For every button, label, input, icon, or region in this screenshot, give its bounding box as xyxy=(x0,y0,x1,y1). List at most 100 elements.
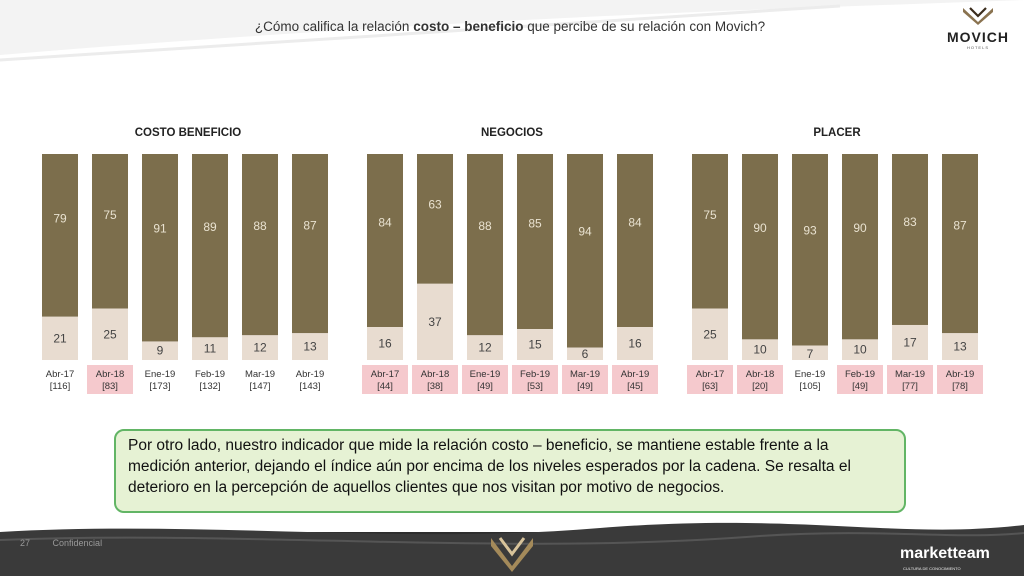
base-label: [38] xyxy=(427,381,443,392)
category-label: Abr-19 xyxy=(946,369,975,380)
bar-segment-low xyxy=(842,339,878,360)
category-highlight xyxy=(412,365,458,394)
base-label: [49] xyxy=(577,381,593,392)
category-highlight xyxy=(687,365,733,394)
category-highlight xyxy=(512,365,558,394)
category-label: Abr-18 xyxy=(421,369,450,380)
data-label-high: 94 xyxy=(578,224,592,238)
movich-logo: MOVICH HOTELS xyxy=(940,6,1016,50)
category-label: Abr-17 xyxy=(46,369,75,380)
bar-segment-low xyxy=(142,341,178,360)
category-highlight xyxy=(87,365,133,394)
base-label: [78] xyxy=(952,381,968,392)
data-label-high: 87 xyxy=(303,218,317,232)
category-label: Ene-19 xyxy=(795,369,826,380)
bar-segment-high xyxy=(792,154,828,346)
base-label: [83] xyxy=(102,381,118,392)
bar-segment-high xyxy=(467,154,503,336)
confidential-label: Confidencial xyxy=(52,538,103,548)
data-label-high: 84 xyxy=(628,216,642,230)
bar-segment-high xyxy=(517,154,553,330)
data-label-high: 85 xyxy=(528,217,542,231)
category-highlight xyxy=(362,365,408,394)
data-label-low: 25 xyxy=(103,327,117,341)
bar-segment-high xyxy=(242,154,278,336)
category-label: Ene-19 xyxy=(145,369,176,380)
movich-footer-logo-icon xyxy=(491,537,533,572)
category-label: Abr-18 xyxy=(96,369,125,380)
footer-page: 27 Confidencial xyxy=(20,538,102,548)
base-label: [143] xyxy=(299,381,320,392)
bar-segment-low xyxy=(792,345,828,360)
category-label: Abr-19 xyxy=(296,369,325,380)
data-label-high: 75 xyxy=(103,208,117,222)
data-label-low: 9 xyxy=(157,344,164,358)
category-label: Mar-19 xyxy=(895,369,925,380)
base-label: [44] xyxy=(377,381,393,392)
base-label: [49] xyxy=(852,381,868,392)
data-label-high: 84 xyxy=(378,216,392,230)
bar-segment-high xyxy=(567,154,603,348)
base-label: [63] xyxy=(702,381,718,392)
bar-segment-low xyxy=(617,327,653,360)
category-label: Abr-19 xyxy=(621,369,650,380)
base-label: [173] xyxy=(149,381,170,392)
data-label-low: 16 xyxy=(628,337,642,351)
bar-segment-low xyxy=(417,283,453,360)
bar-segment-low xyxy=(467,335,503,360)
bar-segment-low xyxy=(517,329,553,360)
base-label: [132] xyxy=(199,381,220,392)
category-label: Abr-18 xyxy=(746,369,775,380)
data-label-low: 6 xyxy=(582,347,589,361)
data-label-high: 90 xyxy=(753,221,767,235)
data-label-high: 87 xyxy=(953,218,967,232)
base-label: [20] xyxy=(752,381,768,392)
bar-segment-high xyxy=(842,154,878,340)
data-label-high: 93 xyxy=(803,223,817,237)
category-label: Feb-19 xyxy=(520,369,550,380)
panel-title-negocios: NEGOCIOS xyxy=(481,127,543,139)
bar-segment-high xyxy=(92,154,128,309)
base-label: [105] xyxy=(799,381,820,392)
category-label: Abr-17 xyxy=(696,369,725,380)
panel-title-costo-beneficio: COSTO BENEFICIO xyxy=(134,127,242,139)
data-label-high: 75 xyxy=(703,208,717,222)
survey-question: ¿Cómo califica la relación costo – benef… xyxy=(254,19,766,34)
data-label-low: 10 xyxy=(853,343,867,357)
bar-segment-low xyxy=(292,333,328,360)
bar-segment-high xyxy=(892,154,928,325)
base-label: [45] xyxy=(627,381,643,392)
data-label-high: 83 xyxy=(903,215,917,229)
base-label: [77] xyxy=(902,381,918,392)
bar-segment-high xyxy=(742,154,778,340)
data-label-high: 79 xyxy=(53,211,67,225)
marketteam-logo: marketteam xyxy=(900,545,990,562)
data-label-low: 12 xyxy=(253,341,267,355)
category-highlight xyxy=(737,365,783,394)
data-label-high: 88 xyxy=(253,219,267,233)
bar-segment-high xyxy=(142,154,178,342)
bar-segment-high xyxy=(417,154,453,284)
data-label-low: 11 xyxy=(204,342,217,356)
data-label-low: 13 xyxy=(953,340,967,354)
data-label-low: 7 xyxy=(807,347,814,361)
bar-segment-low xyxy=(42,316,78,360)
category-highlight xyxy=(837,365,883,394)
bar-segment-high xyxy=(367,154,403,328)
bar-segment-high xyxy=(692,154,728,309)
logo-sub: HOTELS xyxy=(966,45,989,50)
category-label: Abr-17 xyxy=(371,369,400,380)
logo-text: MOVICH xyxy=(947,29,1009,45)
category-highlight xyxy=(562,365,608,394)
bar-segment-high xyxy=(42,154,78,317)
bar-segment-low xyxy=(692,308,728,360)
data-label-low: 37 xyxy=(428,315,442,329)
base-label: [49] xyxy=(477,381,493,392)
data-label-high: 63 xyxy=(428,198,442,212)
panel-title-placer: PLACER xyxy=(813,127,861,139)
category-label: Feb-19 xyxy=(195,369,225,380)
data-label-low: 16 xyxy=(378,337,392,351)
category-label: Ene-19 xyxy=(470,369,501,380)
data-label-high: 88 xyxy=(478,219,492,233)
data-label-low: 17 xyxy=(903,335,917,349)
